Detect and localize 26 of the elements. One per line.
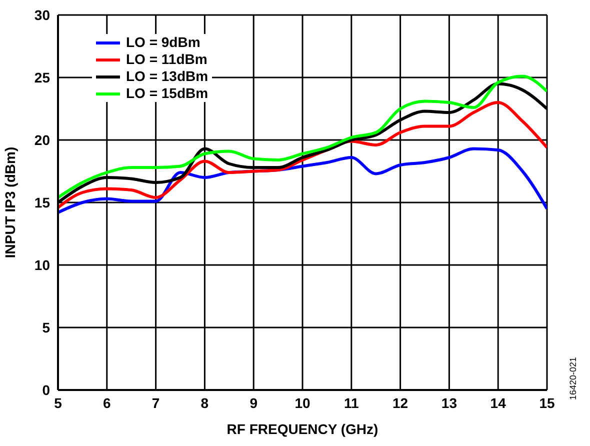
y-axis-title: INPUT IP3 (dBm) <box>2 146 18 258</box>
x-tick-label: 6 <box>103 394 111 411</box>
y-tick-label: 0 <box>42 382 50 398</box>
x-tick-label: 11 <box>344 394 360 411</box>
x-tick-label: 14 <box>490 394 506 411</box>
x-tick-label: 12 <box>392 394 408 411</box>
line-series <box>58 101 547 209</box>
y-tick-label: 10 <box>34 256 50 273</box>
x-axis-title: RF FREQUENCY (GHz) <box>226 421 378 437</box>
legend-label: LO = 11dBm <box>126 51 208 68</box>
y-tick-label: 20 <box>34 132 50 148</box>
x-tick-label: 13 <box>441 394 458 411</box>
x-tick-label: 8 <box>200 394 209 411</box>
x-tick-label: 5 <box>54 394 62 411</box>
legend-label: LO = 15dBm <box>126 85 208 102</box>
x-tick-label: 7 <box>152 394 160 411</box>
y-tick-label: 25 <box>34 69 50 86</box>
y-tick-label: 5 <box>42 319 50 336</box>
legend-label: LO = 9dBm <box>126 34 200 51</box>
text: 16420-021 <box>568 356 578 400</box>
y-tick-label: 30 <box>34 6 50 23</box>
x-tick-label: 15 <box>539 394 555 411</box>
y-tick-label: 15 <box>34 194 50 210</box>
x-tick-label: 10 <box>294 394 310 411</box>
legend-label: LO = 13dBm <box>126 68 208 85</box>
x-tick-label: 9 <box>250 394 258 411</box>
